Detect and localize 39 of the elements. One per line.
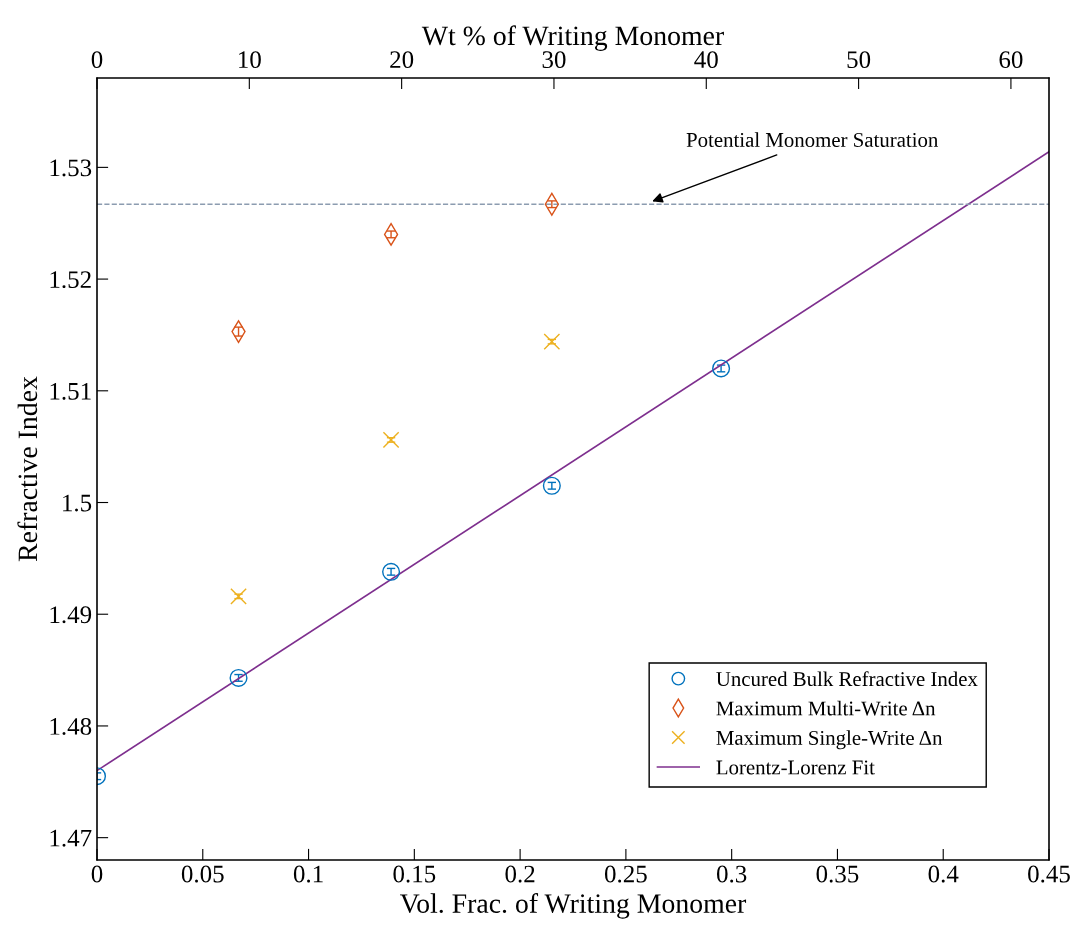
x-tick-label: 0.3 (716, 865, 747, 883)
y-tick-label: 1.49 (50, 606, 92, 624)
point (229, 668, 248, 687)
legend-label: Maximum Single-Write Δn (716, 730, 943, 750)
y-tick-label: 1.47 (50, 829, 92, 847)
x2-tick-label: 0 (91, 51, 103, 69)
x2-axis-title: Wt % of Writing Monomer (421, 25, 724, 51)
point (230, 588, 247, 605)
x-axis-title: Vol. Frac. of Writing Monomer (400, 893, 747, 919)
x-tick-label: 0.25 (604, 865, 647, 883)
x2-tick-label: 20 (390, 51, 414, 69)
y-tick-label: 1.48 (50, 717, 92, 735)
x2-tick-label: 40 (694, 51, 718, 69)
x-tick-label: 0.15 (393, 865, 436, 883)
y-axis-title: Refractive Index (17, 376, 38, 562)
y-tick-label: 1.53 (50, 159, 92, 177)
x2-tick-label: 50 (847, 51, 871, 69)
x2-tick-label: 10 (239, 51, 261, 69)
x-tick-label: 0.1 (293, 865, 323, 883)
point (382, 562, 401, 581)
x2-tick-label: 60 (999, 51, 1023, 69)
y-tick-label: 1.51 (50, 382, 91, 400)
point (542, 476, 561, 495)
x-tick-label: 0.35 (816, 865, 859, 883)
x-tick-label: 0.05 (181, 865, 224, 883)
y-tick-label: 1.5 (63, 494, 92, 512)
x-tick-label: 0 (91, 865, 103, 883)
point (543, 333, 561, 350)
legend-label: Maximum Multi-Write Δn (716, 700, 936, 716)
point (712, 359, 731, 378)
x-tick-label: 0.4 (928, 865, 959, 883)
x2-tick-label: 30 (542, 51, 566, 69)
x-tick-label: 0.45 (1028, 865, 1070, 883)
legend-label: Lorentz-Lorenz Fit (716, 760, 875, 775)
point (382, 431, 400, 449)
x-tick-label: 0.2 (505, 865, 535, 883)
y-tick-label: 1.52 (50, 271, 91, 289)
ref-line-label: Potential Monomer Saturation (686, 132, 939, 147)
legend-label: Uncured Bulk Refractive Index (716, 671, 978, 687)
